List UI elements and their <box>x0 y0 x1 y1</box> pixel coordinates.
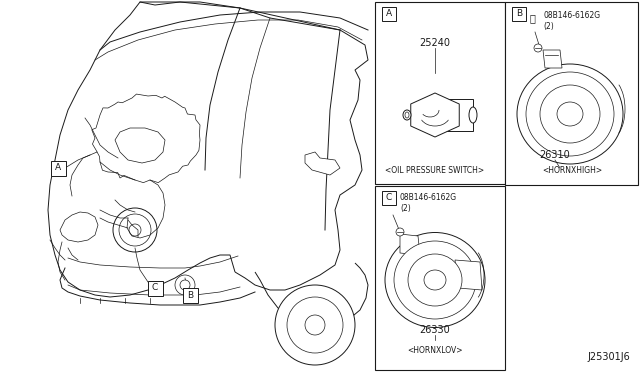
Text: 26310: 26310 <box>540 150 570 160</box>
Circle shape <box>129 224 141 236</box>
Circle shape <box>275 285 355 365</box>
Ellipse shape <box>394 241 476 319</box>
Circle shape <box>305 315 325 335</box>
Text: A: A <box>55 164 61 173</box>
Polygon shape <box>400 234 420 255</box>
FancyBboxPatch shape <box>382 7 396 21</box>
Text: (2): (2) <box>543 22 554 31</box>
Ellipse shape <box>469 107 477 123</box>
Circle shape <box>534 44 542 52</box>
Ellipse shape <box>540 85 600 143</box>
Circle shape <box>287 297 343 353</box>
Bar <box>375 2 505 184</box>
Ellipse shape <box>403 110 411 120</box>
Polygon shape <box>455 260 482 290</box>
Bar <box>375 186 505 370</box>
Text: J25301J6: J25301J6 <box>588 352 630 362</box>
Text: Ⓑ: Ⓑ <box>529 13 535 23</box>
FancyBboxPatch shape <box>147 280 163 295</box>
Ellipse shape <box>405 112 409 118</box>
FancyBboxPatch shape <box>182 288 198 302</box>
Polygon shape <box>543 50 562 68</box>
Text: B: B <box>187 291 193 299</box>
Ellipse shape <box>408 254 462 306</box>
Ellipse shape <box>517 64 623 164</box>
Polygon shape <box>115 128 165 163</box>
Circle shape <box>175 275 195 295</box>
Text: 08B146-6162G: 08B146-6162G <box>400 193 457 202</box>
Text: (2): (2) <box>400 203 411 212</box>
Circle shape <box>113 208 157 252</box>
Text: C: C <box>152 283 158 292</box>
Text: 25240: 25240 <box>419 38 451 48</box>
FancyBboxPatch shape <box>51 160 65 176</box>
Polygon shape <box>445 99 473 131</box>
Ellipse shape <box>424 270 446 290</box>
Polygon shape <box>60 212 98 242</box>
Ellipse shape <box>526 72 614 156</box>
Text: C: C <box>386 193 392 202</box>
Ellipse shape <box>557 102 583 126</box>
Text: A: A <box>386 10 392 19</box>
Ellipse shape <box>385 232 485 327</box>
Polygon shape <box>411 93 460 137</box>
Circle shape <box>180 280 190 290</box>
Text: Ⓑ: Ⓑ <box>387 195 393 205</box>
Text: B: B <box>516 10 522 19</box>
FancyBboxPatch shape <box>512 7 526 21</box>
Bar <box>505 2 638 185</box>
FancyBboxPatch shape <box>382 191 396 205</box>
Circle shape <box>396 228 404 236</box>
Text: 08B146-6162G: 08B146-6162G <box>543 12 600 20</box>
Circle shape <box>119 214 151 246</box>
Text: <OIL PRESSURE SWITCH>: <OIL PRESSURE SWITCH> <box>385 166 484 175</box>
Text: <HORNXHIGH>: <HORNXHIGH> <box>542 166 602 175</box>
Polygon shape <box>92 94 200 183</box>
Text: <HORNXLOV>: <HORNXLOV> <box>407 346 463 355</box>
Polygon shape <box>305 152 340 175</box>
Text: 26330: 26330 <box>420 325 451 335</box>
